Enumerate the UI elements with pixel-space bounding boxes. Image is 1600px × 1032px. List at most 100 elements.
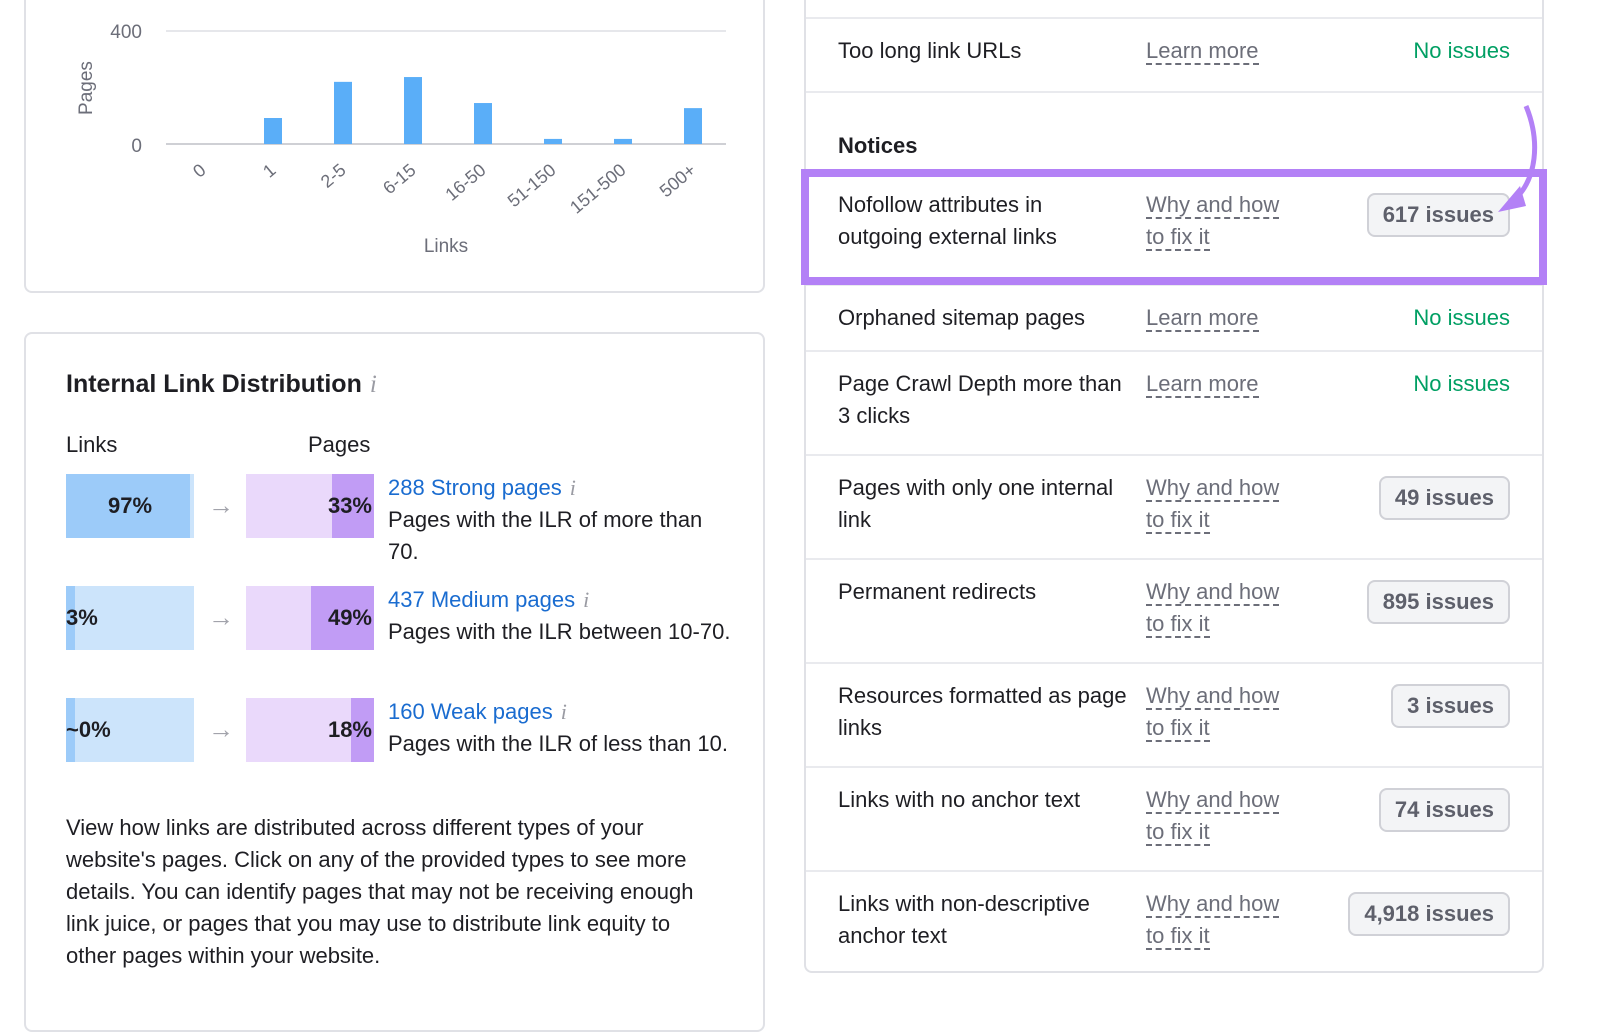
link-text[interactable]: Why and how to fix it: [1146, 683, 1280, 742]
why-and-how-link[interactable]: Why and how to fix it: [1146, 189, 1296, 253]
issues-count-badge[interactable]: 895 issues: [1366, 580, 1510, 624]
issue-row[interactable]: Links with no anchor text Why and how to…: [806, 766, 1542, 870]
x-tick-label: 51-150: [504, 160, 560, 211]
status-no-issues: No issues: [1413, 38, 1510, 63]
x-tick-label: 6-15: [379, 160, 419, 198]
links-bar[interactable]: 3%: [66, 586, 194, 650]
issues-count-badge[interactable]: 74 issues: [1378, 788, 1510, 832]
issue-name: Nofollow attributes in outgoing external…: [838, 192, 1057, 249]
issue-row[interactable]: Page Crawl Depth more than 3 clicks Lear…: [806, 350, 1542, 454]
bar-500+: [684, 108, 702, 144]
links-percent: 3%: [66, 605, 98, 630]
link-text[interactable]: Learn more: [1146, 38, 1259, 65]
link-text[interactable]: Learn more: [1146, 371, 1259, 398]
issues-count-badge[interactable]: 617 issues: [1366, 193, 1510, 237]
highlight-box: [801, 169, 1547, 285]
link-text[interactable]: Why and how to fix it: [1146, 891, 1280, 950]
link-text[interactable]: Why and how to fix it: [1146, 787, 1280, 846]
link-text[interactable]: Why and how to fix it: [1146, 475, 1280, 534]
arrow-right-icon: →: [208, 602, 234, 632]
issue-name: Page Crawl Depth more than 3 clicks: [838, 371, 1122, 428]
issue-name: Pages with only one internal link: [838, 475, 1114, 532]
pages-link[interactable]: 160 Weak pages: [388, 699, 553, 724]
x-tick-label: 1: [259, 160, 280, 182]
title-text: Internal Link Distribution: [66, 370, 362, 398]
why-and-how-link[interactable]: Why and how to fix it: [1146, 680, 1296, 744]
pages-percent: 18%: [327, 717, 372, 742]
learn-more-link[interactable]: Learn more: [1146, 368, 1296, 400]
row-description: Pages with the ILR of less than 10.: [388, 731, 728, 756]
issue-row[interactable]: Permanent redirects Why and how to fix i…: [806, 558, 1542, 662]
learn-more-link[interactable]: Learn more: [1146, 35, 1296, 67]
pages-link[interactable]: 437 Medium pages: [388, 587, 576, 612]
y-axis-label: Pages: [76, 61, 97, 115]
issues-count-badge[interactable]: 49 issues: [1378, 476, 1510, 520]
issues-count-badge[interactable]: 4,918 issues: [1348, 892, 1510, 936]
notices-header-row: Notices: [806, 91, 1542, 171]
issues-count-badge[interactable]: 3 issues: [1391, 684, 1510, 728]
links-bar[interactable]: 97%: [66, 474, 194, 538]
y-tick-label: 400: [110, 22, 142, 43]
distribution-text: 437 Medium pages i Pages with the ILR betw…: [388, 584, 733, 648]
pages-bar[interactable]: 18%: [246, 698, 374, 762]
info-icon[interactable]: i: [569, 475, 576, 500]
bar-51-150: [544, 138, 562, 144]
issue-name: Links with non-descriptive anchor text: [838, 891, 1090, 948]
link-text[interactable]: Why and how to fix it: [1146, 192, 1280, 251]
why-and-how-link[interactable]: Why and how to fix it: [1146, 784, 1296, 848]
pages-link[interactable]: 288 Strong pages: [388, 475, 562, 500]
distribution-text: 160 Weak pages i Pages with the ILR of les…: [388, 696, 733, 760]
arrow-right-icon: →: [208, 490, 234, 520]
info-icon[interactable]: i: [583, 587, 590, 612]
status-no-issues: No issues: [1413, 305, 1510, 330]
section-title: Internal Link Distribution i: [66, 370, 377, 399]
why-and-how-link[interactable]: Why and how to fix it: [1146, 576, 1296, 640]
row-description: Pages with the ILR of more than 70.: [388, 507, 703, 564]
issue-name: Permanent redirects: [838, 579, 1037, 604]
why-and-how-link[interactable]: Why and how to fix it: [1146, 888, 1296, 952]
info-icon[interactable]: i: [560, 699, 567, 724]
x-tick-label: 151-500: [566, 160, 629, 218]
learn-more-link[interactable]: Learn more: [1146, 302, 1296, 334]
links-bar[interactable]: ~0%: [66, 698, 194, 762]
pages-bar[interactable]: 33%: [246, 474, 374, 538]
links-percent: 97%: [107, 493, 153, 518]
bar-2-5: [334, 81, 352, 144]
issue-name: Orphaned sitemap pages: [838, 305, 1086, 330]
info-icon[interactable]: i: [369, 371, 377, 398]
distribution-description: View how links are distributed across di…: [66, 815, 694, 968]
internal-link-distribution-card: Internal Link Distribution i Links Pages …: [24, 332, 765, 1032]
issue-name: Links with no anchor text: [838, 787, 1081, 812]
pages-column-header: Pages: [308, 432, 371, 457]
notices-heading: Notices: [838, 133, 918, 158]
links-bar-fill: [66, 474, 191, 538]
issue-row[interactable]: Orphaned sitemap pages Learn more No issu…: [806, 284, 1542, 350]
issue-row[interactable]: Nofollow attributes in outgoing external…: [806, 173, 1542, 284]
annotation-arrow-icon: [1498, 105, 1538, 212]
pages-bar-fill: [350, 698, 374, 762]
pages-bar[interactable]: 49%: [246, 586, 374, 650]
issue-row[interactable]: Pages with only one internal link Why an…: [806, 454, 1542, 558]
issue-name: Resources formatted as page links: [838, 683, 1127, 740]
bar-1: [264, 118, 282, 144]
why-and-how-link[interactable]: Why and how to fix it: [1146, 472, 1296, 536]
pages-percent: 49%: [327, 605, 372, 630]
pages-bar-fill: [331, 474, 374, 538]
pages-bar-fill: [311, 586, 374, 650]
x-tick-label: 0: [189, 160, 210, 182]
links-bar-fill: [66, 698, 75, 762]
x-tick-label: 16-50: [441, 160, 489, 205]
y-tick-label: 0: [131, 136, 142, 157]
issue-row[interactable]: Links with non-descriptive anchor text W…: [806, 870, 1542, 974]
bar-6-15: [404, 77, 422, 144]
x-tick-label: 500+: [656, 160, 700, 201]
issue-row-too-long-link-urls[interactable]: Too long link URLs Learn more No issues: [806, 17, 1542, 91]
link-text[interactable]: Why and how to fix it: [1146, 579, 1280, 638]
x-tick-label: 2-5: [317, 160, 350, 192]
bar-151-500: [614, 138, 632, 144]
link-text[interactable]: Learn more: [1146, 305, 1259, 332]
links-bar-fill: [66, 586, 75, 650]
links-percent: ~0%: [66, 717, 111, 742]
links-chart-card: 400 0 Pages Links 0 1 2-5 6-15 16-50 51-150 151-50…: [24, 0, 765, 293]
issue-row[interactable]: Resources formatted as page links Why an…: [806, 662, 1542, 766]
